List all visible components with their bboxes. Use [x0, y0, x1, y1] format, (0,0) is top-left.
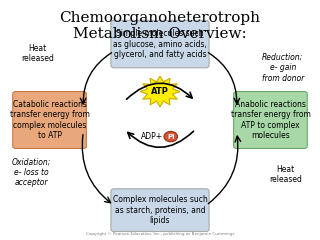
FancyBboxPatch shape	[13, 91, 86, 149]
Text: Oxidation;
e- loss to
acceptor: Oxidation; e- loss to acceptor	[12, 157, 51, 187]
Text: Copyright © Pearson Education, Inc., publishing as Benjamin Cummings: Copyright © Pearson Education, Inc., pub…	[86, 232, 234, 236]
Text: Catabolic reactions
transfer energy from
complex molecules
to ATP: Catabolic reactions transfer energy from…	[10, 100, 90, 140]
Text: Heat
released: Heat released	[269, 165, 302, 184]
Text: Reduction;
e- gain
from donor: Reduction; e- gain from donor	[261, 53, 304, 83]
FancyBboxPatch shape	[111, 189, 209, 232]
Text: ADP+: ADP+	[141, 132, 164, 141]
Text: Pi: Pi	[167, 134, 174, 140]
Text: Simple molecules such
as glucose, amino acids,
glycerol, and fatty acids: Simple molecules such as glucose, amino …	[113, 29, 207, 59]
Text: Heat
released: Heat released	[21, 44, 54, 63]
FancyBboxPatch shape	[111, 20, 209, 68]
FancyBboxPatch shape	[234, 91, 307, 149]
Polygon shape	[140, 76, 180, 107]
Circle shape	[164, 131, 178, 142]
Text: ATP: ATP	[151, 87, 169, 96]
Text: Chemoorganoheterotroph
Metabolism Overview:: Chemoorganoheterotroph Metabolism Overvi…	[60, 11, 260, 41]
Text: Anabolic reactions
transfer energy from
ATP to complex
molecules: Anabolic reactions transfer energy from …	[230, 100, 310, 140]
Text: Complex molecules such
as starch, proteins, and
lipids: Complex molecules such as starch, protei…	[113, 195, 207, 225]
